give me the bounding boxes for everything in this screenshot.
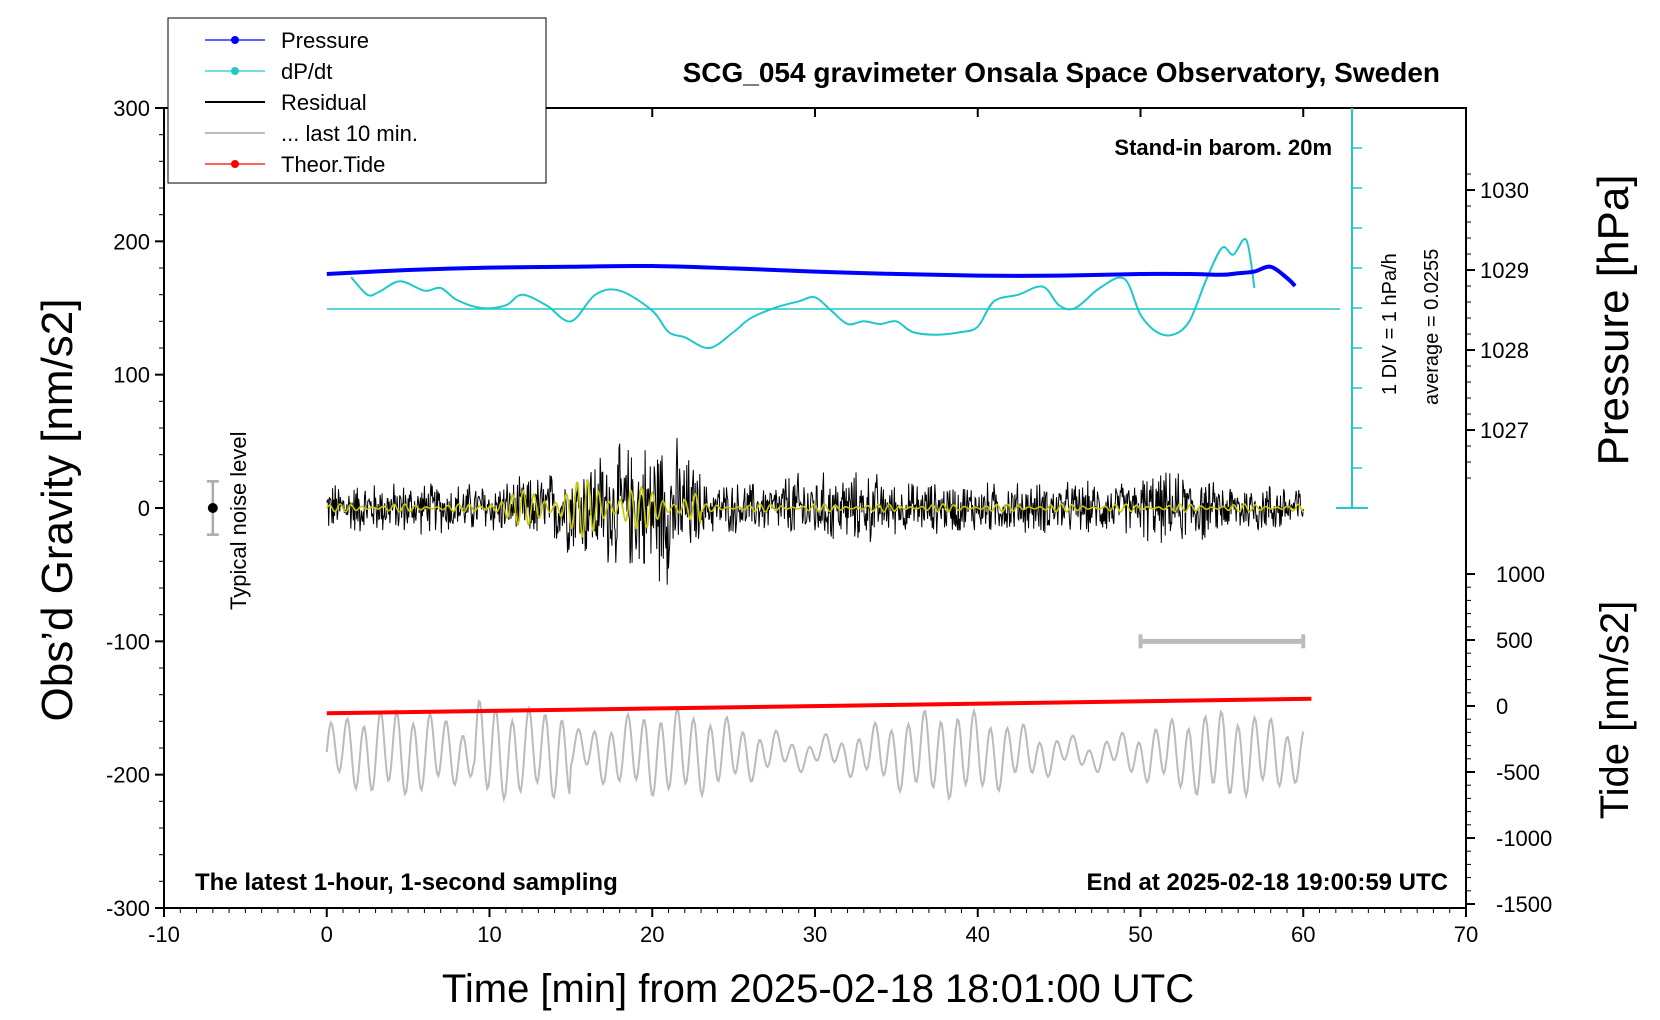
y-axis-right: 1030 1029 1028 1027 1000 500 0 -500 -1000 -1500 <box>1466 173 1552 917</box>
tide-tick-label: 1000 <box>1496 562 1545 587</box>
y-left-tick-label: 200 <box>113 229 150 254</box>
x-axis: -10 0 10 20 30 40 50 60 70 <box>148 108 1478 947</box>
y-left-tick-label: -100 <box>106 629 150 654</box>
x-tick-label: 20 <box>640 922 664 947</box>
legend-label: ... last 10 min. <box>281 121 418 146</box>
ten-minute-scale-bar <box>1138 634 1306 649</box>
x-tick-label: 0 <box>321 922 333 947</box>
legend-label: Pressure <box>281 28 369 53</box>
x-tick-label: -10 <box>148 922 180 947</box>
pressure-tick-label: 1027 <box>1480 418 1529 443</box>
tide-tick-label: -500 <box>1496 760 1540 785</box>
y-axis-left: 300 200 100 0 -100 -200 -300 <box>106 96 164 921</box>
legend-box <box>167 17 547 184</box>
legend-swatch-marker <box>231 36 239 44</box>
bottom-left-note: The latest 1-hour, 1-second sampling <box>195 869 618 896</box>
x-tick-label: 70 <box>1454 922 1478 947</box>
series-last-10-min-line <box>325 699 1305 803</box>
tide-tick-label: -1500 <box>1496 892 1552 917</box>
tide-tick-label: 500 <box>1496 628 1533 653</box>
y-left-tick-label: 0 <box>138 496 150 521</box>
legend-entry: Residual <box>205 90 367 115</box>
y-left-tick-label: 100 <box>113 363 150 388</box>
tide-axis-label: Tide [nm/s2] <box>1593 601 1637 820</box>
legend-swatch-marker <box>231 67 239 75</box>
y-left-tick-label: -300 <box>106 896 150 921</box>
average-label: average = 0.0255 <box>1421 249 1443 405</box>
noise-level-marker <box>206 480 219 536</box>
dpdt-div-axis <box>1336 108 1368 509</box>
series-theor-tide-line <box>326 696 1312 716</box>
chart-title: SCG_054 gravimeter Onsala Space Observat… <box>683 57 1440 88</box>
legend-label: Residual <box>281 90 367 115</box>
x-tick-label: 60 <box>1291 922 1315 947</box>
legend-entry: Theor.Tide <box>205 152 385 177</box>
noise-level-label: Typical noise level <box>226 431 251 610</box>
x-tick-label: 50 <box>1128 922 1152 947</box>
tide-tick-label: -1000 <box>1496 826 1552 851</box>
y-axis-left-label: Obs’d Gravity [nm/s2] <box>33 298 82 721</box>
series-residual-line <box>326 437 1304 585</box>
legend-entry: ... last 10 min. <box>205 121 418 146</box>
stand-in-label: Stand-in barom. 20m <box>1114 135 1332 160</box>
legend-entry: Pressure <box>205 28 369 53</box>
y-left-tick-label: -200 <box>106 763 150 788</box>
pressure-tick-label: 1029 <box>1480 258 1529 283</box>
legend: Pressure dP/dt Residual ... last 10 min. The… <box>167 17 547 184</box>
series-pressure-line <box>326 263 1297 288</box>
series-dpdt-line <box>350 237 1256 350</box>
div-label: 1 DIV = 1 hPa/h <box>1379 253 1401 395</box>
tide-tick-label: 0 <box>1496 694 1508 719</box>
y-left-tick-label: 300 <box>113 96 150 121</box>
series-residual-smoothed-line <box>326 478 1304 539</box>
pressure-tick-label: 1030 <box>1480 178 1529 203</box>
legend-entry: dP/dt <box>205 59 332 84</box>
legend-label: Theor.Tide <box>281 152 385 177</box>
legend-swatch-marker <box>231 160 239 168</box>
bottom-right-note: End at 2025-02-18 19:00:59 UTC <box>1087 869 1449 896</box>
x-tick-label: 30 <box>803 922 827 947</box>
legend-label: dP/dt <box>281 59 332 84</box>
pressure-tick-label: 1028 <box>1480 338 1529 363</box>
pressure-axis-label: Pressure [hPa] <box>1589 174 1638 465</box>
x-axis-label: Time [min] from 2025-02-18 18:01:00 UTC <box>442 967 1194 1011</box>
x-tick-label: 10 <box>477 922 501 947</box>
y-axis-left-label-text: Obs’d Gravity [nm/s2] <box>33 298 82 721</box>
x-tick-label: 40 <box>966 922 990 947</box>
